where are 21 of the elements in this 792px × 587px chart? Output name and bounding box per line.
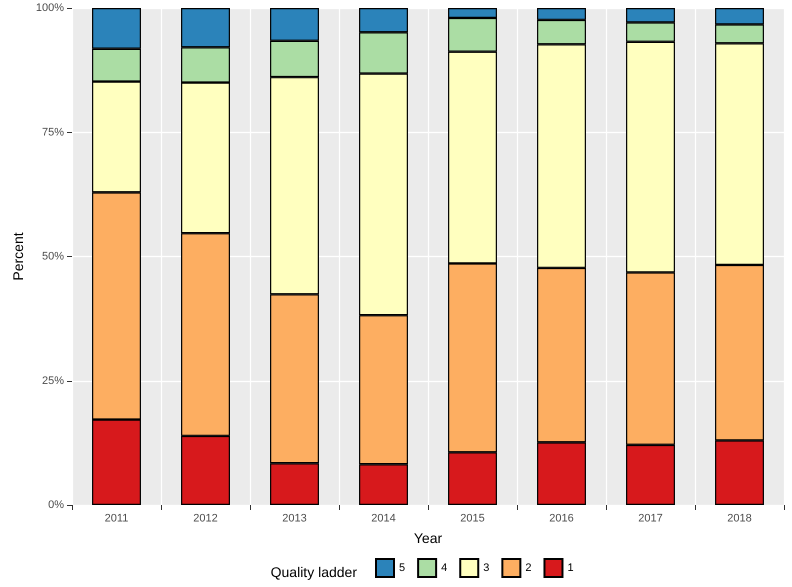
y-tick-label: 50% (42, 250, 64, 262)
legend-label: 1 (567, 562, 574, 574)
x-tick-label: 2015 (460, 512, 485, 524)
x-tick-label: 2012 (193, 512, 218, 524)
legend-label: 2 (525, 562, 532, 574)
legend-label: 4 (441, 562, 448, 574)
x-tick-label: 2017 (638, 512, 663, 524)
x-tick-label: 2013 (282, 512, 307, 524)
x-tick-label: 2016 (549, 512, 574, 524)
y-tick-label: 75% (42, 126, 64, 138)
y-tick-label: 25% (42, 374, 64, 387)
legend-label: 5 (399, 562, 406, 574)
x-tick-label: 2018 (727, 512, 752, 524)
x-tick-label: 2014 (371, 512, 396, 524)
y-tick-label: 0% (48, 499, 64, 511)
x-axis-title: Year (414, 530, 442, 546)
y-tick-label: 100% (36, 2, 64, 14)
legend-title: Quality ladder (270, 564, 358, 580)
legend-label: 3 (483, 562, 490, 574)
y-axis-title: Percent (10, 232, 26, 281)
x-tick-label: 2011 (104, 512, 128, 524)
